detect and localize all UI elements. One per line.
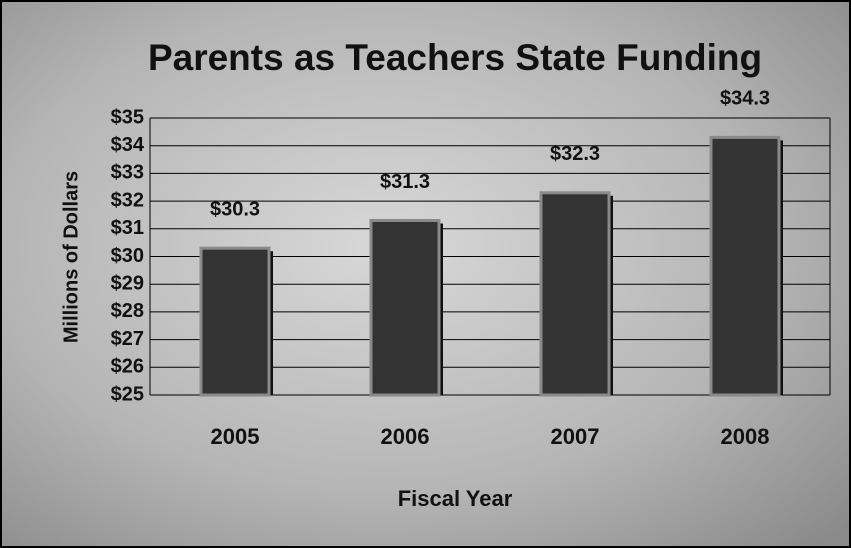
bar (369, 218, 441, 397)
x-tick-label: 2008 (721, 424, 770, 449)
y-tick-label: $29 (111, 272, 144, 294)
y-tick-label: $26 (111, 356, 144, 378)
y-tick-label: $30 (111, 245, 144, 267)
chart-title: Parents as Teachers State Funding (148, 37, 762, 78)
y-tick-label: $33 (111, 162, 144, 184)
y-tick-label: $25 (111, 383, 144, 405)
y-tick-label: $28 (111, 300, 144, 322)
x-axis-title: Fiscal Year (398, 486, 513, 511)
y-tick-label: $34 (111, 134, 145, 156)
data-label: $32.3 (550, 143, 600, 165)
y-tick-label: $32 (111, 189, 144, 211)
x-tick-label: 2007 (551, 424, 600, 449)
data-label: $31.3 (380, 171, 430, 193)
bar (199, 246, 271, 397)
y-tick-label: $35 (111, 106, 144, 128)
data-label: $30.3 (210, 198, 260, 220)
y-axis-title: Millions of Dollars (60, 171, 82, 343)
y-tick-label: $31 (111, 217, 144, 239)
bar (709, 135, 781, 397)
y-tick-label: $27 (111, 328, 144, 350)
x-tick-label: 2005 (211, 424, 260, 449)
bar (539, 191, 611, 397)
data-label: $34.3 (720, 88, 770, 110)
x-tick-label: 2006 (381, 424, 430, 449)
